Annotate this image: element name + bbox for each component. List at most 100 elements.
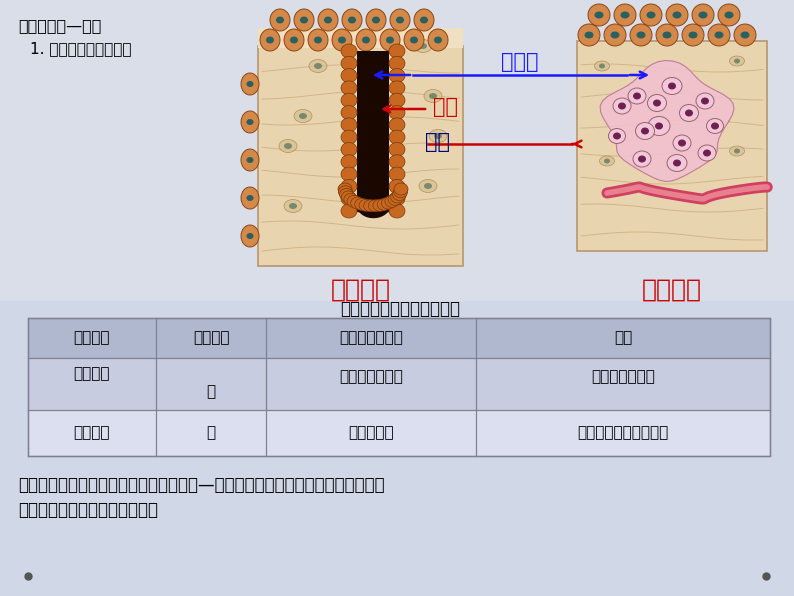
Ellipse shape	[630, 24, 652, 46]
Ellipse shape	[341, 44, 357, 58]
Ellipse shape	[724, 11, 734, 18]
Ellipse shape	[341, 130, 357, 144]
Ellipse shape	[341, 93, 357, 107]
Ellipse shape	[342, 9, 362, 31]
Ellipse shape	[404, 29, 424, 51]
Ellipse shape	[332, 29, 352, 51]
Ellipse shape	[341, 155, 357, 169]
Ellipse shape	[389, 192, 405, 206]
Ellipse shape	[341, 105, 357, 120]
Ellipse shape	[241, 111, 259, 133]
Ellipse shape	[290, 36, 298, 44]
Ellipse shape	[613, 132, 621, 139]
Ellipse shape	[692, 4, 714, 26]
Ellipse shape	[341, 179, 357, 193]
Ellipse shape	[389, 93, 405, 107]
Ellipse shape	[419, 179, 437, 193]
Ellipse shape	[734, 58, 740, 64]
Ellipse shape	[394, 183, 408, 195]
Ellipse shape	[635, 123, 654, 139]
Ellipse shape	[340, 188, 353, 200]
Ellipse shape	[389, 142, 405, 157]
Ellipse shape	[701, 98, 709, 104]
Ellipse shape	[289, 203, 297, 209]
Ellipse shape	[284, 29, 304, 51]
Ellipse shape	[270, 9, 290, 31]
Ellipse shape	[359, 199, 373, 212]
Text: 导管: 导管	[433, 97, 458, 117]
Ellipse shape	[362, 36, 370, 44]
Ellipse shape	[338, 183, 352, 195]
Ellipse shape	[284, 143, 292, 149]
Ellipse shape	[653, 100, 661, 107]
Text: 内分腺分泌—激素: 内分腺分泌—激素	[18, 18, 102, 33]
Ellipse shape	[318, 9, 338, 31]
Ellipse shape	[368, 200, 383, 212]
Bar	[258, 28, 463, 48]
Ellipse shape	[314, 36, 322, 44]
Ellipse shape	[341, 192, 357, 206]
Ellipse shape	[666, 4, 688, 26]
Bar	[28, 318, 770, 456]
Ellipse shape	[351, 197, 364, 209]
Ellipse shape	[613, 98, 631, 114]
Ellipse shape	[419, 43, 427, 49]
Ellipse shape	[389, 130, 405, 144]
Ellipse shape	[390, 9, 410, 31]
Ellipse shape	[338, 36, 346, 44]
Ellipse shape	[618, 103, 626, 110]
Ellipse shape	[682, 24, 704, 46]
Ellipse shape	[246, 157, 253, 163]
Ellipse shape	[410, 36, 418, 44]
Ellipse shape	[741, 32, 750, 39]
Ellipse shape	[341, 81, 357, 95]
Ellipse shape	[648, 116, 670, 135]
Text: 外分泌腺: 外分泌腺	[330, 278, 391, 302]
Text: 随着血液循环输送到全身各处。: 随着血液循环输送到全身各处。	[18, 501, 158, 519]
Ellipse shape	[389, 204, 405, 218]
Ellipse shape	[414, 9, 434, 31]
Ellipse shape	[389, 179, 405, 193]
Ellipse shape	[434, 36, 442, 44]
Ellipse shape	[392, 188, 407, 200]
Ellipse shape	[711, 123, 719, 129]
Ellipse shape	[424, 89, 442, 103]
Ellipse shape	[347, 195, 361, 207]
Ellipse shape	[628, 88, 646, 104]
Ellipse shape	[389, 81, 405, 95]
Ellipse shape	[279, 139, 297, 153]
Ellipse shape	[667, 154, 687, 172]
Ellipse shape	[662, 32, 672, 39]
Ellipse shape	[394, 186, 407, 198]
Text: 经导管排出: 经导管排出	[349, 426, 394, 440]
Ellipse shape	[685, 110, 693, 116]
Ellipse shape	[372, 17, 380, 23]
Polygon shape	[600, 61, 734, 181]
Ellipse shape	[246, 233, 253, 239]
Ellipse shape	[584, 32, 593, 39]
Ellipse shape	[595, 61, 610, 71]
Text: 有: 有	[206, 426, 215, 440]
Ellipse shape	[604, 24, 626, 46]
Bar	[357, 51, 389, 211]
Text: 内分泌腺: 内分泌腺	[74, 366, 110, 381]
Ellipse shape	[389, 105, 405, 120]
Ellipse shape	[734, 148, 740, 154]
Ellipse shape	[389, 44, 405, 58]
Ellipse shape	[424, 183, 432, 189]
Ellipse shape	[241, 225, 259, 247]
Ellipse shape	[266, 36, 274, 44]
Ellipse shape	[429, 129, 447, 142]
Text: 无: 无	[206, 384, 215, 399]
Ellipse shape	[688, 32, 697, 39]
Ellipse shape	[414, 39, 432, 52]
Ellipse shape	[678, 139, 686, 147]
Text: 外分泌腺: 外分泌腺	[74, 426, 110, 440]
Ellipse shape	[241, 149, 259, 171]
Ellipse shape	[730, 56, 745, 66]
Bar	[0, 0, 794, 301]
Ellipse shape	[614, 4, 636, 26]
Bar	[258, 46, 463, 266]
Ellipse shape	[638, 156, 646, 163]
Ellipse shape	[633, 151, 651, 167]
